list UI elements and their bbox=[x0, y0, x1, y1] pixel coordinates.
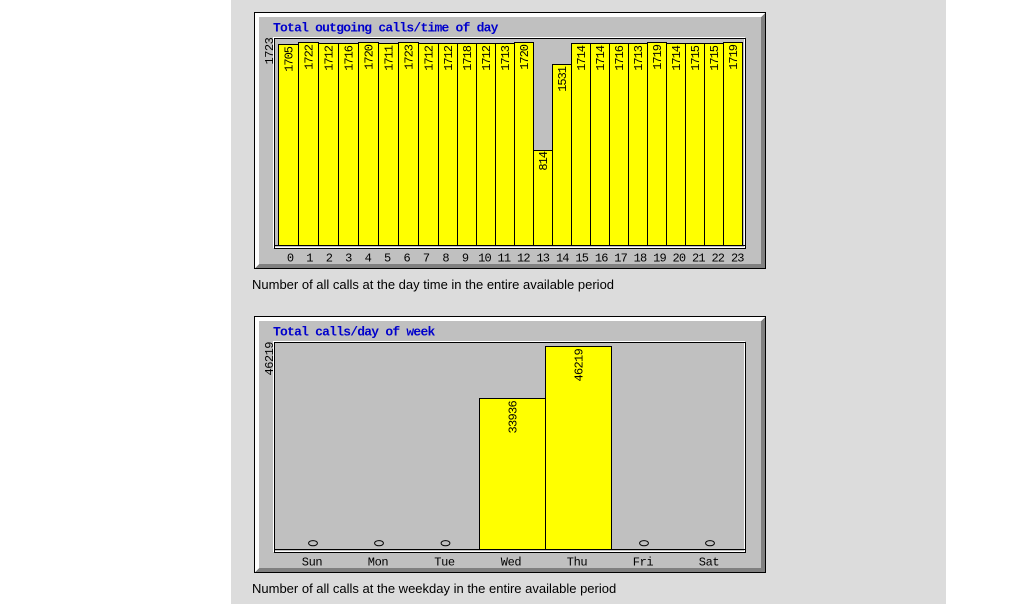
svg-text:22: 22 bbox=[711, 251, 724, 265]
svg-text:Mon: Mon bbox=[368, 555, 389, 569]
svg-text:1719: 1719 bbox=[727, 44, 741, 70]
svg-text:Total calls/day of week: Total calls/day of week bbox=[273, 325, 435, 340]
svg-text:11: 11 bbox=[498, 251, 511, 265]
svg-text:Tue: Tue bbox=[434, 555, 455, 569]
svg-text:1715: 1715 bbox=[708, 45, 722, 71]
svg-text:1712: 1712 bbox=[423, 45, 437, 71]
svg-text:4: 4 bbox=[365, 251, 372, 265]
svg-text:0: 0 bbox=[287, 251, 294, 265]
svg-text:1714: 1714 bbox=[670, 45, 684, 71]
svg-text:Sat: Sat bbox=[699, 555, 719, 569]
svg-text:1722: 1722 bbox=[303, 44, 317, 70]
svg-text:23: 23 bbox=[731, 251, 744, 265]
svg-text:1712: 1712 bbox=[323, 45, 337, 71]
svg-text:1723: 1723 bbox=[403, 44, 417, 70]
svg-text:1716: 1716 bbox=[613, 45, 627, 71]
svg-text:1: 1 bbox=[306, 251, 313, 265]
svg-text:1715: 1715 bbox=[689, 45, 703, 71]
svg-text:15: 15 bbox=[575, 251, 588, 265]
svg-text:18: 18 bbox=[634, 251, 647, 265]
svg-text:Total outgoing calls/time of d: Total outgoing calls/time of day bbox=[273, 21, 499, 36]
svg-text:46219: 46219 bbox=[573, 348, 587, 381]
svg-text:17: 17 bbox=[614, 251, 627, 265]
svg-text:1531: 1531 bbox=[556, 66, 570, 92]
svg-text:1714: 1714 bbox=[575, 45, 589, 71]
svg-text:19: 19 bbox=[653, 251, 666, 265]
svg-text:10: 10 bbox=[478, 251, 491, 265]
svg-text:13: 13 bbox=[536, 251, 549, 265]
svg-text:1711: 1711 bbox=[383, 45, 397, 71]
svg-text:1720: 1720 bbox=[363, 44, 377, 70]
svg-text:1705: 1705 bbox=[283, 46, 297, 72]
svg-text:Fri: Fri bbox=[633, 555, 654, 569]
svg-text:1720: 1720 bbox=[518, 44, 532, 70]
svg-text:8: 8 bbox=[442, 251, 449, 265]
svg-text:16: 16 bbox=[595, 251, 608, 265]
svg-text:Thu: Thu bbox=[567, 555, 588, 569]
svg-text:Sun: Sun bbox=[302, 555, 323, 569]
svg-text:1713: 1713 bbox=[632, 45, 646, 71]
svg-text:1718: 1718 bbox=[461, 45, 475, 71]
svg-text:2: 2 bbox=[326, 251, 333, 265]
svg-text:33936: 33936 bbox=[507, 400, 521, 433]
svg-text:7: 7 bbox=[423, 251, 430, 265]
svg-text:1719: 1719 bbox=[651, 44, 665, 70]
svg-text:3: 3 bbox=[345, 251, 352, 265]
svg-text:20: 20 bbox=[673, 251, 686, 265]
svg-text:5: 5 bbox=[384, 251, 391, 265]
svg-text:Wed: Wed bbox=[501, 555, 522, 569]
svg-text:12: 12 bbox=[517, 251, 530, 265]
svg-text:1712: 1712 bbox=[480, 45, 494, 71]
svg-text:1716: 1716 bbox=[343, 45, 357, 71]
svg-text:1712: 1712 bbox=[442, 45, 456, 71]
svg-text:6: 6 bbox=[404, 251, 411, 265]
svg-text:1714: 1714 bbox=[594, 45, 608, 71]
svg-text:14: 14 bbox=[556, 251, 569, 265]
svg-text:1723: 1723 bbox=[263, 37, 277, 64]
svg-text:1713: 1713 bbox=[499, 45, 513, 71]
svg-text:814: 814 bbox=[537, 151, 551, 170]
svg-text:21: 21 bbox=[692, 251, 705, 265]
svg-text:9: 9 bbox=[462, 251, 469, 265]
svg-text:46219: 46219 bbox=[263, 342, 277, 376]
